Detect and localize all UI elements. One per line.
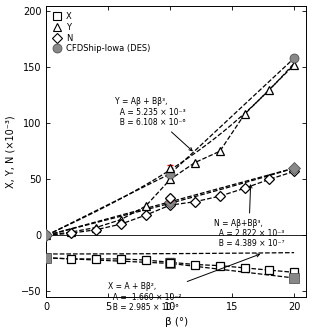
Text: Y = Aβ + Bβ³,
  A = 5.235 × 10⁻³
  B = 6.108 × 10⁻⁶: Y = Aβ + Bβ³, A = 5.235 × 10⁻³ B = 6.108… bbox=[115, 98, 192, 151]
Y-axis label: X, Y, N (×10⁻³): X, Y, N (×10⁻³) bbox=[6, 115, 16, 187]
X-axis label: β (°): β (°) bbox=[165, 317, 188, 327]
Text: N = Aβ+Bβ³,
  A = 2.822 × 10⁻³
  B = 4.389 × 10⁻⁷: N = Aβ+Bβ³, A = 2.822 × 10⁻³ B = 4.389 ×… bbox=[214, 185, 284, 248]
Text: X = A + Bβ²,
  A = -1.660 × 10⁻²
  B = 2.985 × 10⁻⁶: X = A + Bβ², A = -1.660 × 10⁻² B = 2.985… bbox=[108, 254, 260, 312]
Legend: X, Y, N, CFDShip-Iowa (DES): X, Y, N, CFDShip-Iowa (DES) bbox=[51, 10, 153, 56]
